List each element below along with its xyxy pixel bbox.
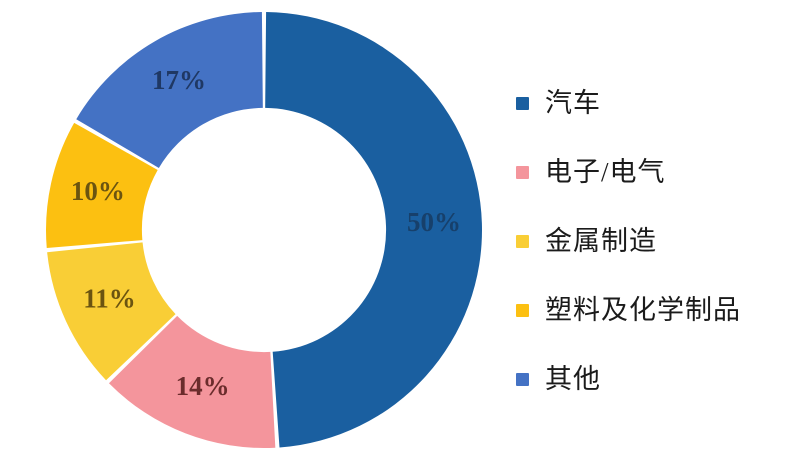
legend-swatch-electronics-electrical bbox=[516, 165, 529, 179]
legend-label-metal-manufacturing: 金属制造 bbox=[545, 226, 657, 256]
donut-chart: 50% 14% 11% 10% 17% bbox=[36, 2, 492, 458]
donut-slice[interactable] bbox=[108, 315, 276, 448]
legend-label-plastics-chemicals: 塑料及化学制品 bbox=[545, 295, 741, 325]
legend-swatch-other bbox=[516, 372, 529, 386]
donut-slice-data-label: 11% bbox=[83, 283, 136, 313]
donut-slice[interactable] bbox=[47, 242, 176, 381]
donut-slice[interactable] bbox=[265, 12, 482, 448]
chart-legend: 汽车 电子/电气 金属制造 塑料及化学制品 其他 bbox=[516, 74, 800, 414]
donut-slice-group bbox=[46, 12, 482, 448]
legend-item-plastics-chemicals[interactable]: 塑料及化学制品 bbox=[516, 290, 741, 330]
donut-slice-data-label: 17% bbox=[152, 65, 206, 95]
donut-chart-svg: 50% 14% 11% 10% 17% bbox=[46, 12, 482, 448]
donut-slice-data-label: 50% bbox=[407, 207, 461, 237]
legend-item-other[interactable]: 其他 bbox=[516, 359, 601, 399]
donut-slice[interactable] bbox=[76, 12, 263, 168]
legend-label-other: 其他 bbox=[545, 364, 601, 394]
donut-slice[interactable] bbox=[46, 122, 158, 249]
legend-swatch-automotive bbox=[516, 96, 529, 110]
legend-item-automotive[interactable]: 汽车 bbox=[516, 83, 601, 123]
donut-label-group: 50% 14% 11% 10% 17% bbox=[71, 65, 461, 401]
legend-swatch-metal-manufacturing bbox=[516, 234, 529, 248]
legend-item-metal-manufacturing[interactable]: 金属制造 bbox=[516, 221, 657, 261]
legend-swatch-plastics-chemicals bbox=[516, 303, 529, 317]
donut-slice-data-label: 14% bbox=[176, 371, 230, 401]
legend-label-electronics-electrical: 电子/电气 bbox=[545, 157, 666, 187]
legend-label-automotive: 汽车 bbox=[545, 88, 601, 118]
legend-item-electronics-electrical[interactable]: 电子/电气 bbox=[516, 152, 666, 192]
donut-slice-data-label: 10% bbox=[71, 176, 125, 206]
